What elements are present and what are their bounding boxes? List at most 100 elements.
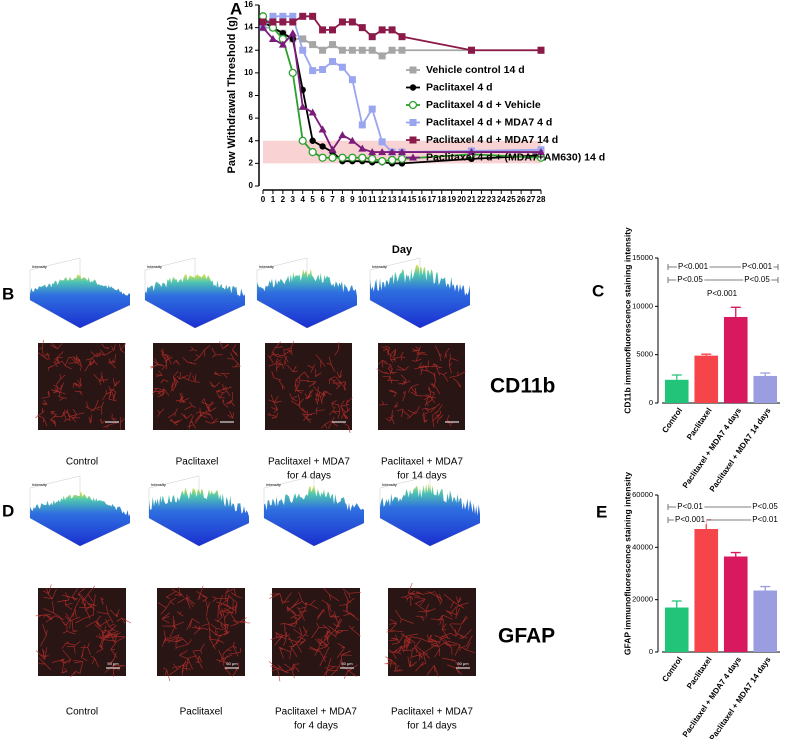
y-tick-label: 6 bbox=[249, 113, 254, 122]
point bbox=[358, 46, 366, 54]
x-tick-label: 28 bbox=[537, 195, 546, 204]
annotation-bg bbox=[676, 262, 710, 272]
point bbox=[388, 148, 397, 156]
image-caption: for 4 days bbox=[287, 471, 331, 482]
x-tick-label: 20 bbox=[457, 195, 466, 204]
point bbox=[259, 23, 267, 31]
x-tick-label: 25 bbox=[507, 195, 516, 204]
bar bbox=[694, 355, 719, 403]
point bbox=[328, 145, 337, 153]
series bbox=[259, 24, 545, 60]
x-tick-label: Paclitaxel bbox=[685, 406, 714, 441]
y-axis-label: GFAP immunofluorescence staining intensi… bbox=[622, 472, 632, 655]
annotation-bg bbox=[705, 289, 739, 299]
micrograph bbox=[378, 343, 465, 430]
panel-label: D bbox=[2, 501, 14, 520]
legend-marker bbox=[409, 119, 417, 126]
x-tick-label: Paclitaxel + MDA7 4 days bbox=[681, 406, 744, 490]
scale-bar-label: 50 μm bbox=[341, 661, 353, 666]
image-caption: Paclitaxel + MDA7 bbox=[391, 707, 473, 718]
point bbox=[338, 153, 347, 162]
legend-label: Paclitaxel 4 d + MDA7 14 d bbox=[426, 134, 558, 146]
annotation-bg bbox=[740, 262, 774, 272]
point bbox=[319, 46, 327, 54]
error-bar bbox=[671, 374, 682, 380]
bar bbox=[723, 556, 748, 652]
point bbox=[299, 12, 307, 20]
point bbox=[269, 12, 277, 20]
y-tick-label: 14 bbox=[244, 23, 253, 32]
image-caption: Paclitaxel + MDA7 bbox=[275, 707, 357, 718]
image-caption: for 14 days bbox=[397, 471, 446, 482]
point bbox=[278, 40, 287, 48]
x-tick-label: 9 bbox=[350, 195, 355, 204]
legend-label: Paclitaxel 4 d + MDA7 4 d bbox=[426, 116, 552, 128]
x-tick-label: Control bbox=[660, 406, 684, 434]
x-tick-label: Paclitaxel bbox=[685, 655, 714, 690]
x-axis-label: Day bbox=[392, 244, 413, 256]
point bbox=[537, 46, 545, 54]
y-tick-label: 0 bbox=[649, 647, 653, 656]
point bbox=[358, 144, 367, 152]
x-tick-label: 12 bbox=[378, 195, 387, 204]
point bbox=[348, 153, 357, 162]
point bbox=[299, 46, 307, 54]
x-tick-label: 16 bbox=[417, 195, 426, 204]
point bbox=[268, 34, 277, 42]
point bbox=[358, 24, 366, 32]
micrograph-texture bbox=[149, 341, 241, 430]
panel-label: E bbox=[596, 502, 607, 521]
point bbox=[318, 153, 327, 162]
point bbox=[309, 137, 316, 144]
micrograph bbox=[388, 588, 476, 676]
error-bar bbox=[760, 372, 771, 376]
x-tick-label: Paclitaxel + MDA7 14 days bbox=[708, 406, 773, 494]
scale-bar-label: 50 μm bbox=[107, 661, 119, 666]
point bbox=[467, 148, 476, 156]
annotation-bg bbox=[673, 515, 707, 525]
y-tick-label: 16 bbox=[244, 0, 253, 9]
y-axis-label: CD11b immunofluorescence staining intens… bbox=[622, 227, 632, 414]
surface-axis-label: Intensity bbox=[266, 482, 281, 487]
scale-bar-label: 50 μm bbox=[457, 661, 469, 666]
x-tick-label: 17 bbox=[427, 195, 436, 204]
point bbox=[289, 12, 297, 20]
annotation: P<0.05 bbox=[752, 502, 778, 511]
y-tick-label: 12 bbox=[244, 45, 253, 54]
y-tick-label: 0 bbox=[649, 398, 653, 407]
y-tick-label: 10000 bbox=[632, 301, 653, 310]
surface-axis-label: Intensity bbox=[147, 264, 162, 269]
legend-label: Paclitaxel 4 d + (MDA7+AM630) 14 d bbox=[426, 151, 605, 163]
annotation-bg bbox=[751, 515, 780, 525]
image-caption: Paclitaxel + MDA7 bbox=[381, 457, 463, 468]
micrograph-texture bbox=[157, 585, 251, 682]
annotation: P<0.001 bbox=[675, 515, 706, 524]
x-tick-label: 13 bbox=[388, 195, 397, 204]
surface-plot bbox=[30, 273, 130, 328]
point bbox=[329, 41, 336, 49]
x-tick-label: 2 bbox=[281, 195, 286, 204]
legend-marker bbox=[409, 136, 417, 144]
surface-axis-label: Intensity bbox=[151, 482, 166, 487]
surface-plot bbox=[30, 491, 130, 546]
point bbox=[377, 156, 387, 166]
point bbox=[368, 33, 376, 41]
x-tick-label: 11 bbox=[368, 195, 377, 204]
point bbox=[298, 136, 307, 145]
surface-plot bbox=[370, 264, 470, 328]
x-tick-label: 7 bbox=[330, 195, 335, 204]
surface-plot bbox=[264, 484, 364, 546]
point bbox=[398, 46, 406, 54]
legend-label: Vehicle control 14 d bbox=[426, 64, 525, 76]
x-tick-label: 0 bbox=[261, 195, 266, 204]
error-bar bbox=[730, 551, 741, 557]
micrograph-texture bbox=[384, 582, 476, 677]
y-tick-label: 60000 bbox=[632, 490, 653, 499]
point bbox=[288, 29, 297, 37]
point bbox=[378, 138, 386, 146]
y-tick-label: 10 bbox=[244, 68, 253, 77]
point bbox=[329, 58, 336, 66]
point bbox=[279, 30, 287, 37]
